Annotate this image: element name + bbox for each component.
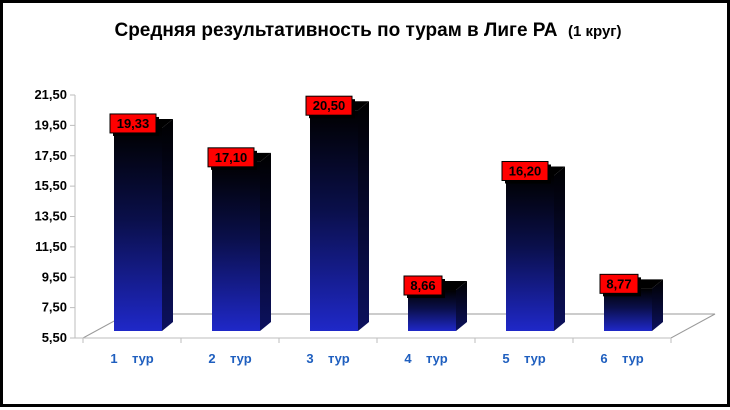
data-label-text: 19,33 [117,116,150,131]
y-tick-label: 9,50 [42,269,67,284]
bar-5 [506,166,565,331]
bar-3 [310,101,369,331]
chart-title: Средняя результативность по турам в Лиге… [114,20,621,41]
data-label-box [305,95,353,116]
x-tick-label: 2 тур [208,351,251,366]
bar-side [358,101,369,331]
y-tick-label: 19,50 [34,117,67,132]
y-tick-label: 13,50 [34,209,67,224]
data-label-text: 16,20 [509,163,542,178]
y-tick-label: 15,50 [34,178,67,193]
x-tick-label: 1 тур [110,351,153,366]
data-label-text: 8,66 [410,278,435,293]
data-label-box [599,273,639,294]
data-label-1: 19,33 [109,113,159,136]
bar-1 [114,118,173,331]
bars-group [114,101,663,331]
y-tick-label: 5,50 [42,330,67,345]
x-tick-label: 6 тур [600,351,643,366]
bar-front [212,161,260,331]
y-tick-label: 7,50 [42,300,67,315]
data-label-box [207,147,255,168]
bar-side [652,279,663,331]
data-label-6: 8,77 [599,273,641,297]
y-axis: 5,50 7,50 9,50 11,50 13,50 15,50 17,50 19,50 21,… [34,87,76,345]
data-label-3: 20,50 [305,95,355,119]
data-labels-group: 19,33 17,10 20,50 8,66 16,20 8,77 [109,95,641,299]
data-label-text: 8,77 [606,276,631,291]
bar-chart: Средняя результативность по турам в Лиге… [34,20,716,366]
bar-front [310,110,358,331]
data-label-box [109,113,157,134]
data-label-box [403,275,443,296]
bar-2 [212,152,271,331]
bar-side [456,281,467,331]
data-label-4: 8,66 [403,275,445,299]
x-tick-label: 3 тур [306,351,349,366]
bar-front [114,127,162,331]
bar-side [554,166,565,331]
y-tick-label: 11,50 [35,239,67,254]
bar-front [506,175,554,331]
bar-side [260,152,271,331]
x-tick-label: 5 тур [502,351,545,366]
bar-side [162,118,173,331]
y-tick-label: 21,50 [34,87,67,102]
data-label-5: 16,20 [501,160,551,184]
chart-title-suffix: (1 круг) [568,23,622,40]
x-axis: 1 тур 2 тур 3 тур 4 тур 5 тур 6 тур [75,337,672,366]
data-label-text: 20,50 [313,98,346,113]
y-tick-label: 17,50 [34,148,67,163]
data-label-box [501,160,549,181]
x-tick-label: 4 тур [404,351,447,366]
data-label-2: 17,10 [207,147,257,170]
data-label-text: 17,10 [215,150,248,165]
chart-title-main: Средняя результативность по турам в Лиге… [114,20,557,41]
